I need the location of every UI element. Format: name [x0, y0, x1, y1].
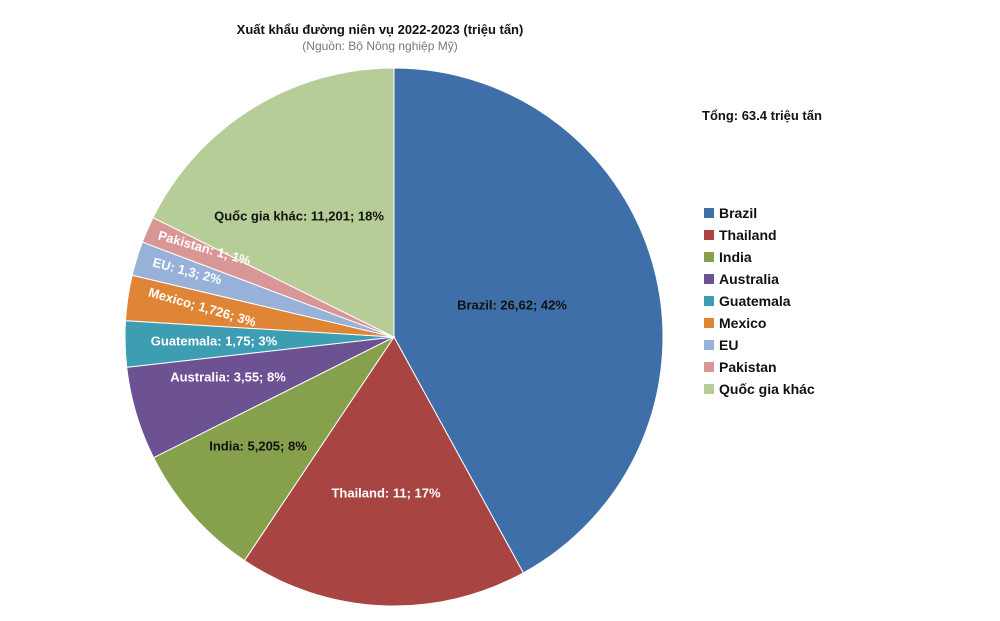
chart-title: Xuất khẩu đường niên vụ 2022-2023 (triệu…	[236, 22, 524, 37]
legend-label: Thailand	[719, 227, 777, 243]
legend-item-pakistan: Pakistan	[704, 356, 815, 378]
data-label-brazil: Brazil: 26,62; 42%	[457, 297, 567, 312]
legend-swatch	[704, 274, 714, 284]
legend-item-guatemala: Guatemala	[704, 290, 815, 312]
legend-swatch	[704, 252, 714, 262]
data-label-guatemala: Guatemala: 1,75; 3%	[151, 333, 278, 348]
legend-label: Brazil	[719, 205, 758, 221]
data-label-quoc-gia-khac: Quốc gia khác: 11,201; 18%	[214, 208, 384, 223]
legend-label: Pakistan	[719, 359, 777, 375]
slice-thailand	[243, 336, 524, 607]
total-label: Tổng: 63.4 triệu tấn	[702, 108, 822, 123]
legend-item-australia: Australia	[704, 268, 815, 290]
data-label-thailand: Thailand: 11; 17%	[331, 485, 441, 500]
legend-item-thailand: Thailand	[704, 224, 815, 246]
data-label-india: India: 5,205; 8%	[209, 438, 307, 453]
legend-swatch	[704, 362, 714, 372]
slice-quoc-gia-khac	[152, 67, 395, 338]
legend-item-mexico: Mexico	[704, 312, 815, 334]
legend-item-quoc-gia-khac: Quốc gia khác	[704, 378, 815, 400]
legend-swatch	[704, 296, 714, 306]
slice-brazil	[393, 67, 664, 574]
chart-subtitle: (Nguồn: Bộ Nông nghiệp Mỹ)	[302, 39, 458, 53]
legend-label: Mexico	[719, 315, 767, 331]
legend-label: India	[719, 249, 752, 265]
legend-swatch	[704, 318, 714, 328]
legend-item-eu: EU	[704, 334, 815, 356]
legend-swatch	[704, 230, 714, 240]
legend-label: Guatemala	[719, 293, 791, 309]
legend: Brazil Thailand India Australia Guatemala Mex…	[704, 202, 815, 400]
data-label-australia: Australia: 3,55; 8%	[170, 369, 286, 384]
legend-label: Quốc gia khác	[719, 381, 815, 397]
legend-item-brazil: Brazil	[704, 202, 815, 224]
legend-swatch	[704, 208, 714, 218]
legend-label: EU	[719, 337, 739, 353]
legend-label: Australia	[719, 271, 779, 287]
legend-swatch	[704, 384, 714, 394]
legend-swatch	[704, 340, 714, 350]
pie-chart: Brazil: 26,62; 42% Thailand: 11; 17% India…	[124, 67, 664, 607]
legend-item-india: India	[704, 246, 815, 268]
slice-india	[152, 335, 396, 562]
